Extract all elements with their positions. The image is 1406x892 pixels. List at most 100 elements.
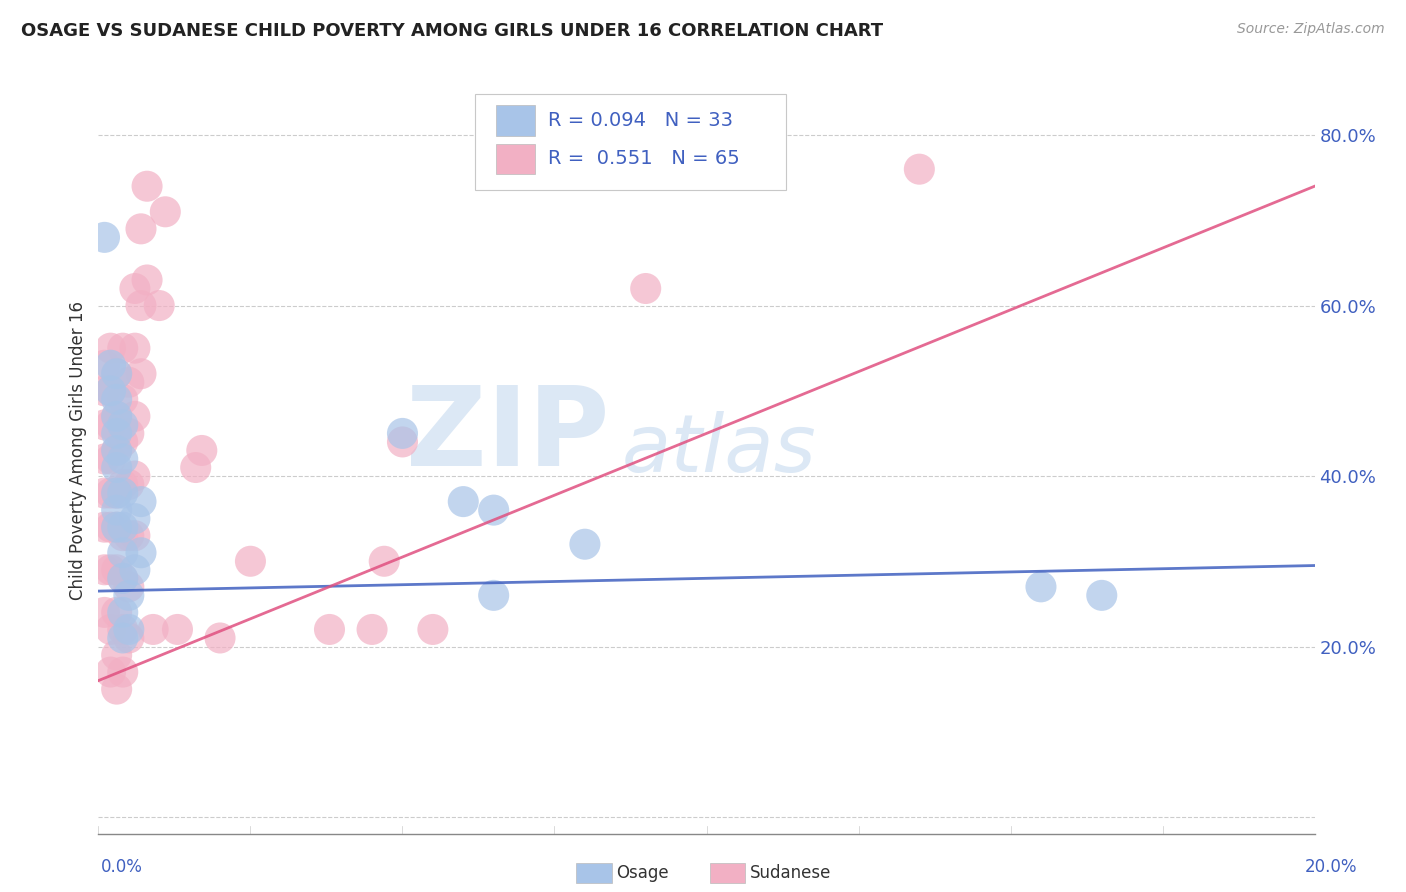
Point [422, 623, 444, 637]
Point [129, 367, 152, 381]
Point [105, 486, 128, 500]
Point [118, 631, 141, 645]
Point [118, 426, 141, 441]
Point [1091, 588, 1114, 602]
Text: R = 0.094   N = 33: R = 0.094 N = 33 [548, 112, 734, 130]
Point [111, 529, 134, 543]
Point [482, 503, 505, 517]
Point [93, 520, 115, 534]
Point [111, 665, 134, 679]
Point [111, 434, 134, 449]
Text: OSAGE VS SUDANESE CHILD POVERTY AMONG GIRLS UNDER 16 CORRELATION CHART: OSAGE VS SUDANESE CHILD POVERTY AMONG GI… [21, 22, 883, 40]
FancyBboxPatch shape [496, 144, 536, 174]
Point [373, 554, 395, 568]
Point [105, 606, 128, 620]
Point [453, 494, 475, 508]
Point [111, 486, 134, 500]
Point [391, 434, 413, 449]
Text: Sudanese: Sudanese [749, 864, 831, 882]
Point [111, 623, 134, 637]
Point [105, 563, 128, 577]
Point [111, 452, 134, 467]
Point [105, 409, 128, 424]
Point [93, 358, 115, 372]
Point [100, 384, 122, 398]
Point [124, 341, 146, 355]
Point [93, 606, 115, 620]
Point [129, 299, 152, 313]
Point [100, 384, 122, 398]
Point [155, 204, 177, 219]
Point [118, 376, 141, 390]
Point [111, 546, 134, 560]
Point [124, 409, 146, 424]
Point [118, 588, 141, 602]
Point [118, 477, 141, 491]
Point [111, 520, 134, 534]
Point [209, 631, 232, 645]
Point [93, 417, 115, 432]
Point [574, 537, 596, 551]
Text: 20.0%: 20.0% [1305, 858, 1357, 876]
Point [111, 477, 134, 491]
Point [124, 511, 146, 525]
Point [93, 486, 115, 500]
Point [105, 520, 128, 534]
Point [124, 281, 146, 295]
Point [100, 452, 122, 467]
Point [93, 384, 115, 398]
Point [129, 546, 152, 560]
Point [391, 426, 413, 441]
Point [129, 222, 152, 236]
Text: Source: ZipAtlas.com: Source: ZipAtlas.com [1237, 22, 1385, 37]
Point [111, 571, 134, 585]
Point [111, 341, 134, 355]
Point [100, 486, 122, 500]
Point [105, 682, 128, 697]
Point [105, 392, 128, 407]
Text: R =  0.551   N = 65: R = 0.551 N = 65 [548, 150, 740, 169]
Point [111, 571, 134, 585]
Point [634, 281, 657, 295]
Point [118, 580, 141, 594]
Point [124, 563, 146, 577]
Point [129, 494, 152, 508]
Point [105, 426, 128, 441]
Point [111, 417, 134, 432]
Point [100, 563, 122, 577]
Point [124, 529, 146, 543]
Point [191, 443, 214, 458]
Point [148, 299, 170, 313]
Text: 0.0%: 0.0% [101, 858, 143, 876]
Text: Osage: Osage [616, 864, 668, 882]
Point [111, 606, 134, 620]
Point [136, 273, 159, 287]
Point [318, 623, 340, 637]
Point [124, 469, 146, 483]
Point [361, 623, 384, 637]
Point [908, 162, 931, 177]
Point [100, 417, 122, 432]
Point [105, 503, 128, 517]
Point [105, 520, 128, 534]
Text: ZIP: ZIP [406, 382, 609, 489]
Point [93, 452, 115, 467]
Point [105, 367, 128, 381]
Point [105, 443, 128, 458]
Point [105, 443, 128, 458]
Point [100, 520, 122, 534]
Point [100, 623, 122, 637]
Point [105, 648, 128, 662]
Y-axis label: Child Poverty Among Girls Under 16: Child Poverty Among Girls Under 16 [69, 301, 87, 600]
Point [105, 460, 128, 475]
Point [166, 623, 188, 637]
Point [105, 486, 128, 500]
Point [100, 665, 122, 679]
Point [482, 588, 505, 602]
Point [239, 554, 262, 568]
Point [111, 392, 134, 407]
Point [93, 230, 115, 244]
Point [118, 623, 141, 637]
Point [184, 460, 207, 475]
Point [93, 563, 115, 577]
